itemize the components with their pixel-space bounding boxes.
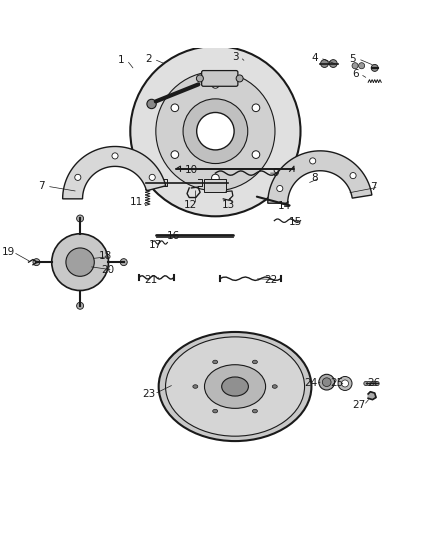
Text: 24: 24 (304, 378, 317, 389)
FancyBboxPatch shape (205, 179, 226, 192)
Circle shape (329, 60, 337, 68)
Text: 5: 5 (350, 54, 356, 64)
Text: 10: 10 (185, 165, 198, 175)
Text: 23: 23 (142, 389, 155, 399)
Circle shape (147, 99, 156, 109)
Ellipse shape (252, 409, 258, 413)
Circle shape (112, 153, 118, 159)
Ellipse shape (193, 385, 198, 389)
Text: 1: 1 (118, 55, 125, 65)
Text: 13: 13 (222, 200, 235, 211)
Circle shape (373, 381, 377, 386)
Circle shape (277, 185, 283, 191)
Text: 9: 9 (272, 168, 279, 178)
Polygon shape (63, 147, 166, 199)
Circle shape (352, 63, 358, 69)
Circle shape (75, 174, 81, 181)
Circle shape (359, 63, 365, 69)
Ellipse shape (213, 360, 218, 364)
Text: 25: 25 (330, 378, 343, 389)
Circle shape (77, 215, 84, 222)
Ellipse shape (222, 377, 248, 396)
Ellipse shape (205, 365, 265, 408)
Circle shape (322, 378, 331, 386)
Circle shape (183, 99, 248, 164)
Text: 11: 11 (130, 197, 144, 207)
Circle shape (342, 380, 349, 387)
Circle shape (197, 112, 234, 150)
Circle shape (66, 248, 94, 276)
Circle shape (120, 259, 127, 265)
Circle shape (77, 302, 84, 309)
Text: 8: 8 (311, 173, 318, 183)
Text: 3: 3 (232, 52, 238, 62)
Circle shape (52, 234, 109, 290)
Text: 17: 17 (149, 240, 162, 249)
Circle shape (171, 151, 179, 158)
Polygon shape (368, 392, 376, 400)
Text: 18: 18 (99, 252, 112, 262)
Text: 6: 6 (352, 69, 358, 79)
Ellipse shape (213, 409, 218, 413)
Text: 27: 27 (352, 400, 365, 410)
FancyBboxPatch shape (201, 70, 238, 86)
Text: 21: 21 (145, 274, 158, 285)
Ellipse shape (166, 337, 304, 436)
Circle shape (371, 64, 378, 71)
Circle shape (149, 174, 155, 181)
Circle shape (367, 381, 371, 386)
Circle shape (212, 174, 219, 182)
Circle shape (252, 104, 260, 111)
Circle shape (33, 259, 40, 265)
Text: 12: 12 (184, 200, 197, 210)
Text: 15: 15 (289, 217, 302, 228)
Circle shape (156, 71, 275, 191)
Text: 20: 20 (101, 265, 114, 275)
Text: 14: 14 (278, 201, 291, 211)
Circle shape (252, 151, 260, 158)
Circle shape (364, 381, 368, 386)
Text: 7: 7 (370, 182, 377, 192)
Circle shape (350, 173, 356, 179)
Circle shape (171, 104, 179, 111)
Text: 7: 7 (39, 181, 45, 191)
Text: 16: 16 (166, 231, 180, 241)
Circle shape (212, 80, 219, 88)
Ellipse shape (159, 332, 311, 441)
Circle shape (130, 46, 300, 216)
Circle shape (319, 374, 335, 390)
Text: 2: 2 (145, 54, 152, 64)
Circle shape (310, 158, 316, 164)
Ellipse shape (252, 360, 258, 364)
Circle shape (236, 75, 243, 82)
Ellipse shape (272, 385, 277, 389)
Circle shape (370, 381, 374, 386)
Circle shape (338, 376, 352, 391)
Text: 4: 4 (311, 53, 318, 63)
Text: 22: 22 (265, 274, 278, 285)
Polygon shape (268, 151, 372, 203)
Circle shape (196, 75, 203, 82)
Circle shape (321, 60, 328, 68)
Text: 26: 26 (367, 378, 381, 389)
Text: 19: 19 (1, 247, 15, 257)
